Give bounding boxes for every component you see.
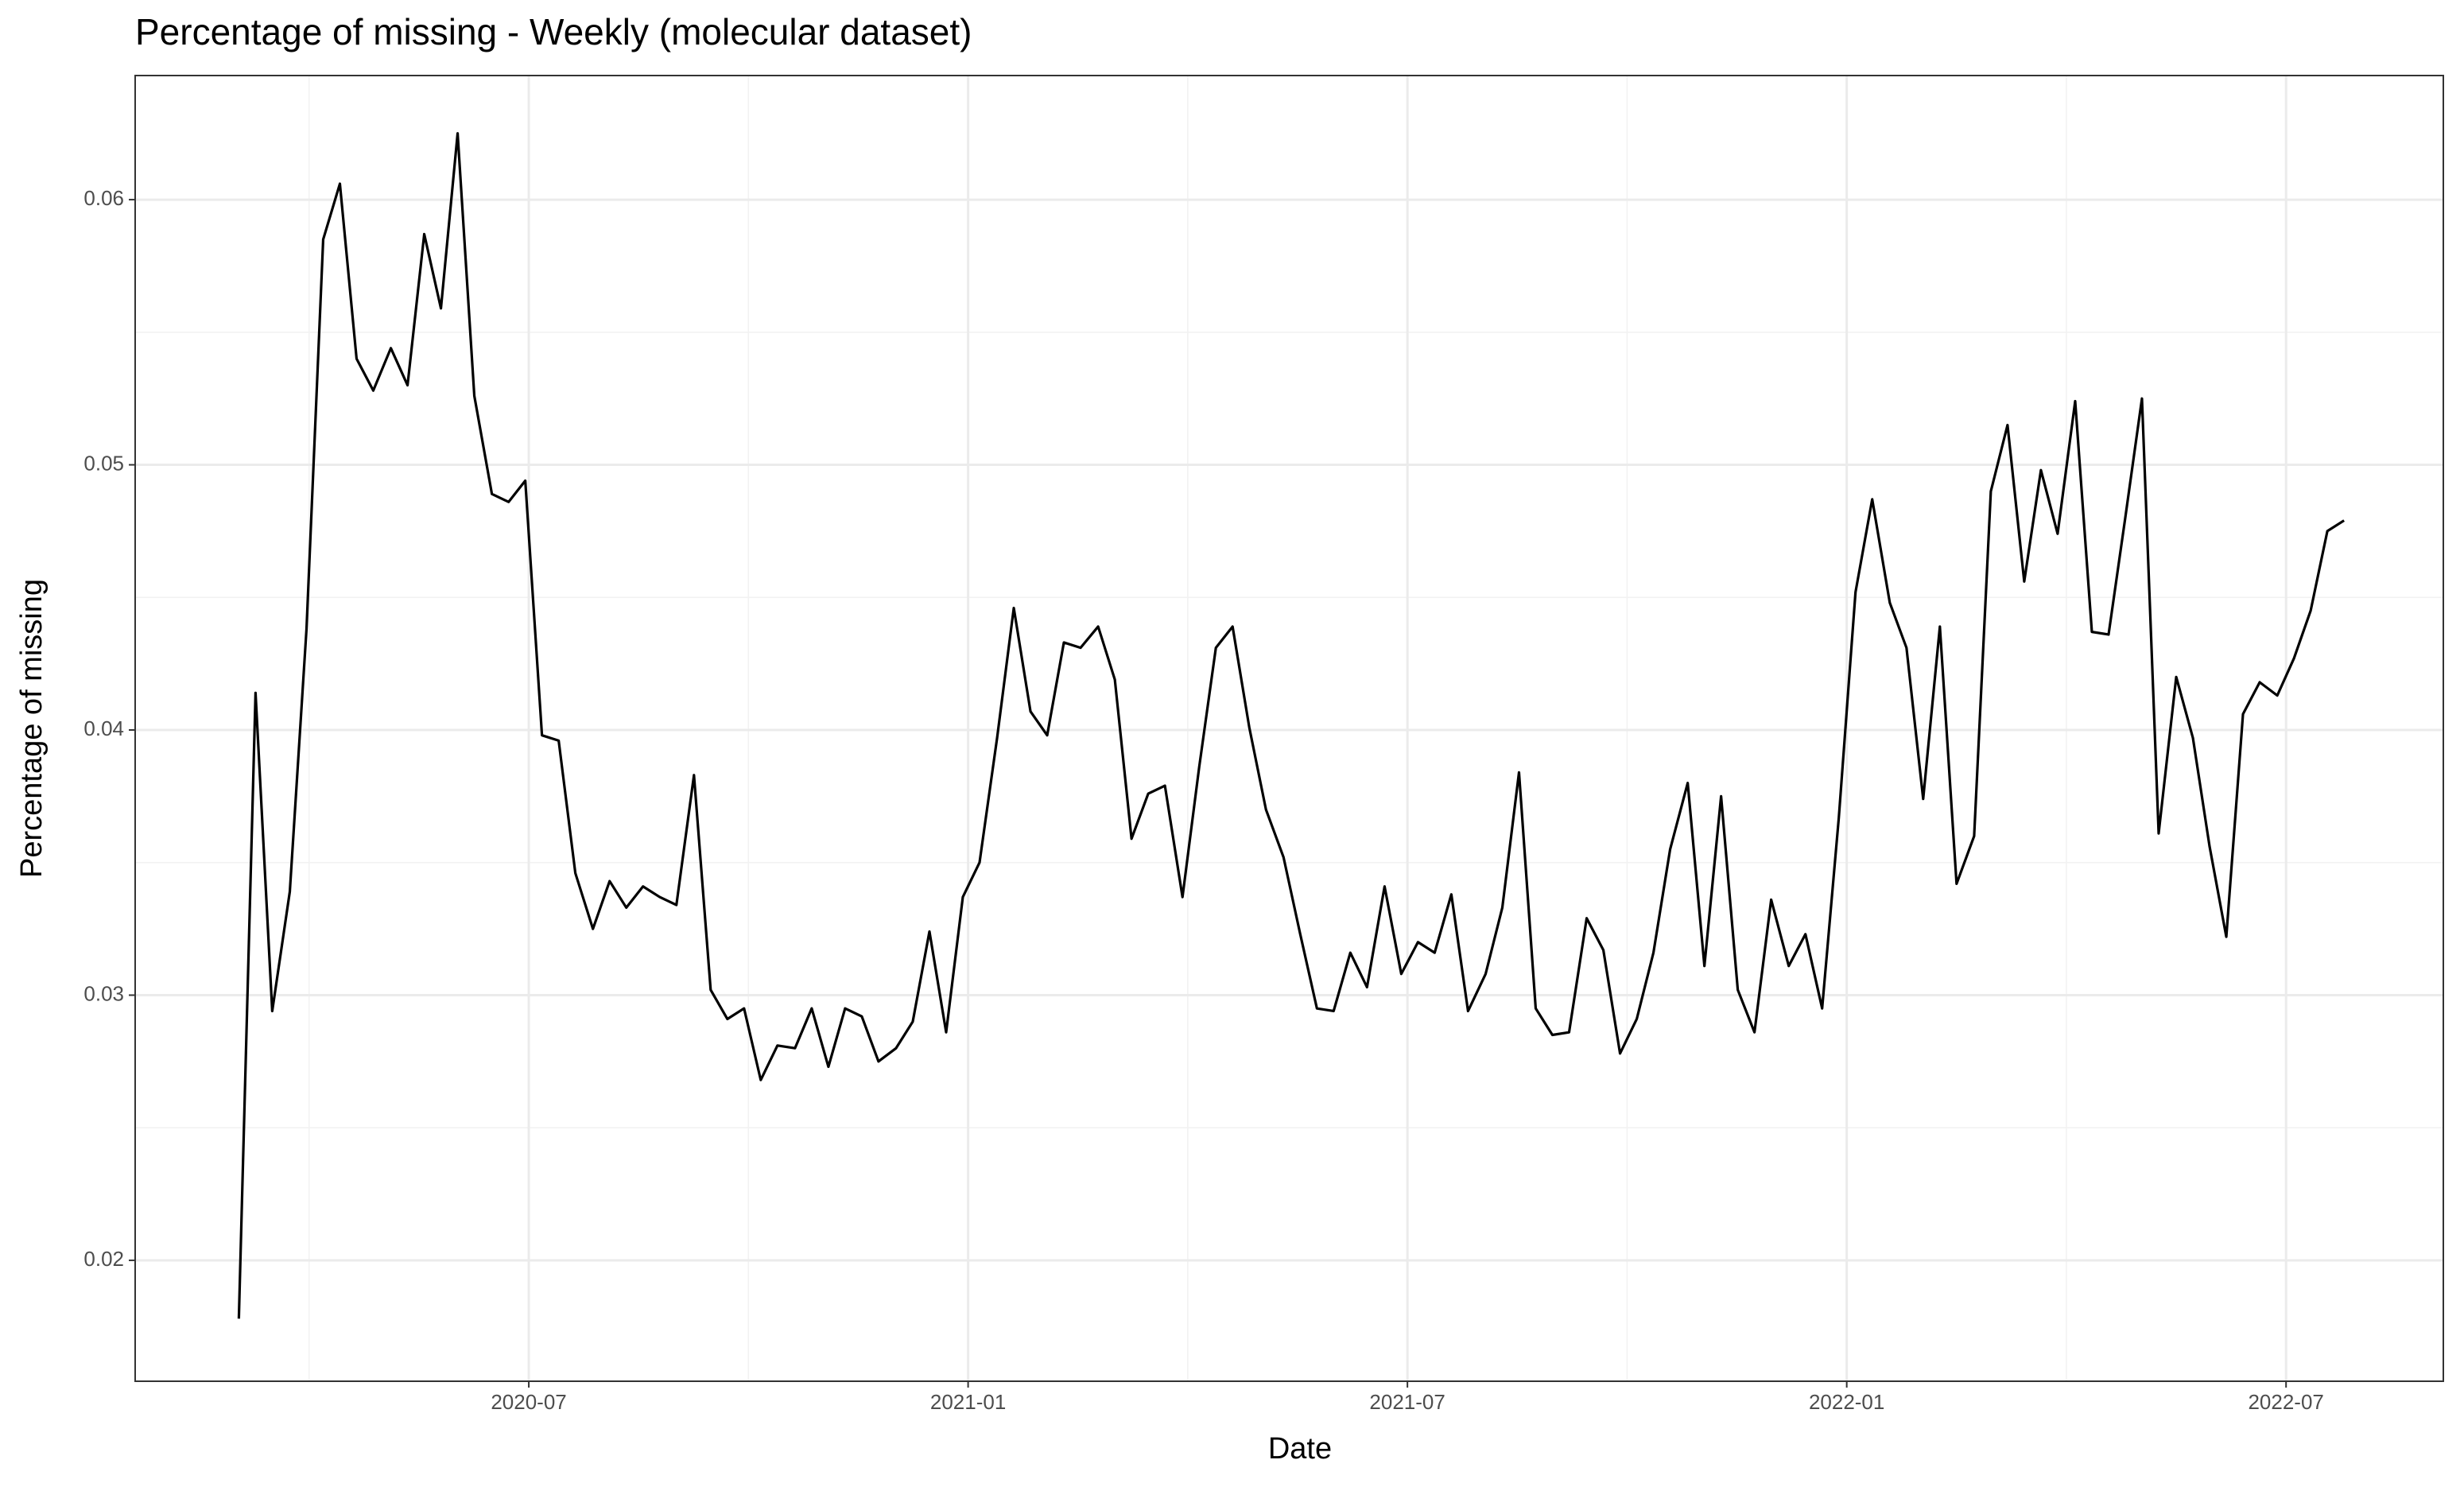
y-tick-label: 0.06 bbox=[83, 186, 124, 210]
y-axis-title: Percentage of missing bbox=[15, 579, 49, 878]
x-tick-label: 2022-07 bbox=[2248, 1390, 2323, 1414]
y-tick-label: 0.03 bbox=[83, 981, 124, 1005]
x-axis-title: Date bbox=[1268, 1432, 1332, 1466]
x-tick-label: 2022-01 bbox=[1809, 1390, 1884, 1414]
data-line bbox=[237, 132, 2345, 1319]
y-tick-label: 0.04 bbox=[83, 716, 124, 740]
x-tick-label: 2021-07 bbox=[1369, 1390, 1445, 1414]
chart-title: Percentage of missing - Weekly (molecula… bbox=[135, 11, 972, 52]
y-tick-label: 0.05 bbox=[83, 451, 124, 475]
plot-border bbox=[134, 75, 2444, 1382]
y-tick-label: 0.02 bbox=[83, 1247, 124, 1271]
x-tick-label: 2021-01 bbox=[930, 1390, 1006, 1414]
x-tick-label: 2020-07 bbox=[491, 1390, 566, 1414]
